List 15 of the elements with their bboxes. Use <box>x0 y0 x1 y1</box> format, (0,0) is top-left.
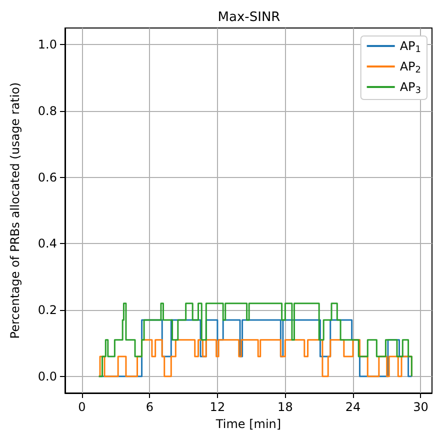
y-tick-label: 0.8 <box>38 104 57 118</box>
y-tick-label: 0.2 <box>38 303 57 318</box>
x-tick-label: 30 <box>413 400 428 414</box>
x-axis-title: Time [min] <box>214 416 282 431</box>
y-tick-label: 0.4 <box>38 236 57 251</box>
y-axis-title: Percentage of PRBs allocated (usage ratio) <box>8 82 22 339</box>
x-tick-label: 24 <box>345 400 361 414</box>
x-tick-label: 18 <box>278 400 293 414</box>
x-tick-label: 12 <box>210 400 226 414</box>
x-tick-label: 6 <box>146 400 154 414</box>
x-tick-label: 0 <box>78 400 86 414</box>
chart-title: Max-SINR <box>218 10 280 25</box>
y-tick-label: 0.0 <box>38 369 57 384</box>
y-tick-label: 1.0 <box>38 38 57 52</box>
y-tick-label: 0.6 <box>38 170 57 184</box>
